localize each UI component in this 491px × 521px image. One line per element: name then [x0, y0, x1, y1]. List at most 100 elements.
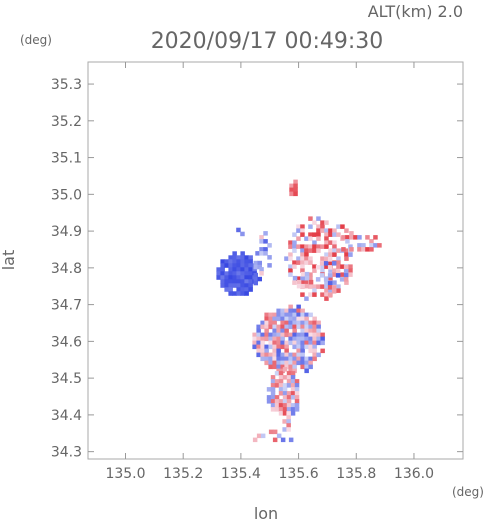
echo-cell: [300, 340, 305, 346]
echo-cell: [286, 419, 291, 424]
echo-cell: [331, 261, 337, 266]
echo-cell: [304, 280, 309, 285]
echo-cell: [256, 348, 261, 354]
echo-cell: [284, 340, 289, 346]
echo-cell: [328, 248, 333, 253]
echo-cell: [263, 251, 268, 256]
echo-cell: [293, 191, 298, 197]
echo-cell: [300, 256, 305, 261]
echo-cell: [252, 344, 257, 350]
echo-cell: [232, 279, 237, 284]
echo-cell: [278, 391, 284, 396]
echo-cell: [290, 371, 296, 376]
echo-cell: [304, 336, 309, 342]
echo-cell: [308, 348, 313, 354]
echo-cell: [244, 255, 249, 260]
echo-cell: [304, 252, 309, 257]
echo-cell: [304, 256, 309, 261]
x-tick-label: 135.4: [221, 466, 261, 482]
echo-cell: [240, 271, 245, 276]
echo-cell: [284, 348, 289, 354]
echo-cell: [253, 260, 258, 266]
echo-cell: [290, 383, 296, 388]
echo-cell: [272, 324, 277, 330]
echo-cell: [324, 280, 329, 285]
echo-cell: [288, 268, 293, 273]
echo-cell: [300, 244, 305, 249]
echo-cell: [270, 391, 276, 396]
echo-cell: [300, 283, 306, 289]
echo-cell: [276, 328, 281, 334]
echo-cell: [316, 340, 321, 346]
echo-cell: [252, 437, 258, 443]
echo-cell: [328, 240, 333, 245]
echo-cell: [286, 407, 292, 412]
echo-cell: [336, 264, 341, 269]
echo-cell: [259, 271, 264, 276]
echo-cell: [248, 287, 253, 292]
echo-cell: [292, 328, 297, 334]
echo-cell: [282, 367, 288, 372]
echo-cell: [340, 272, 345, 277]
echo-cell: [268, 344, 273, 350]
echo-cell: [282, 407, 288, 412]
echo-cell: [274, 395, 280, 400]
y-tick-label: 34.3: [51, 445, 82, 461]
echo-cell: [286, 415, 291, 420]
echo-cell: [324, 240, 329, 245]
echo-cell: [282, 427, 287, 432]
echo-cell: [286, 379, 292, 384]
echo-cell: [232, 267, 237, 272]
echo-cell: [292, 356, 297, 362]
echo-cell: [348, 252, 353, 257]
echo-cell: [327, 293, 333, 298]
echo-cell: [312, 240, 317, 245]
echo-cell: [276, 340, 281, 346]
echo-cell: [232, 251, 237, 256]
echo-cell: [320, 244, 325, 249]
echo-cell: [288, 332, 293, 338]
echo-cell: [312, 336, 317, 342]
y-tick-label: 35.2: [51, 114, 82, 130]
echo-cell: [274, 399, 280, 404]
echo-cell: [304, 360, 309, 366]
echo-cell: [300, 328, 305, 334]
echo-cell: [304, 248, 309, 253]
echo-cell: [308, 344, 313, 350]
echo-cell: [282, 399, 288, 404]
echo-cell: [288, 272, 293, 277]
echo-cell: [288, 252, 293, 257]
echo-cell: [288, 437, 294, 443]
echo-cell: [324, 296, 329, 301]
echo-cell: [272, 316, 277, 322]
echo-cell: [290, 407, 296, 412]
echo-cell: [264, 348, 269, 354]
echo-cell: [278, 387, 284, 392]
echo-cell: [343, 265, 349, 270]
echo-cell: [316, 324, 321, 330]
echo-cell: [332, 272, 337, 277]
echo-cell: [264, 320, 269, 326]
echo-cell: [228, 275, 233, 280]
echo-cell: [244, 263, 249, 268]
echo-cell: [282, 375, 288, 380]
echo-cell: [272, 344, 277, 350]
echo-cell: [260, 332, 265, 338]
echo-cell: [336, 256, 341, 261]
echo-cell: [289, 183, 294, 189]
echo-cell: [288, 320, 293, 326]
echo-cell: [288, 308, 293, 314]
echo-cell: [319, 261, 325, 266]
echo-cell: [276, 360, 281, 366]
echo-cell: [320, 292, 325, 297]
y-tick-label: 34.5: [51, 371, 82, 387]
echo-cell: [312, 220, 317, 225]
echo-cell: [296, 224, 301, 229]
echo-cell: [312, 352, 317, 358]
echo-cell: [248, 275, 253, 280]
echo-cell: [335, 269, 341, 274]
echo-cell: [272, 364, 277, 370]
echo-cell: [340, 224, 345, 229]
echo-cell: [308, 328, 313, 334]
echo-cell: [357, 247, 362, 252]
